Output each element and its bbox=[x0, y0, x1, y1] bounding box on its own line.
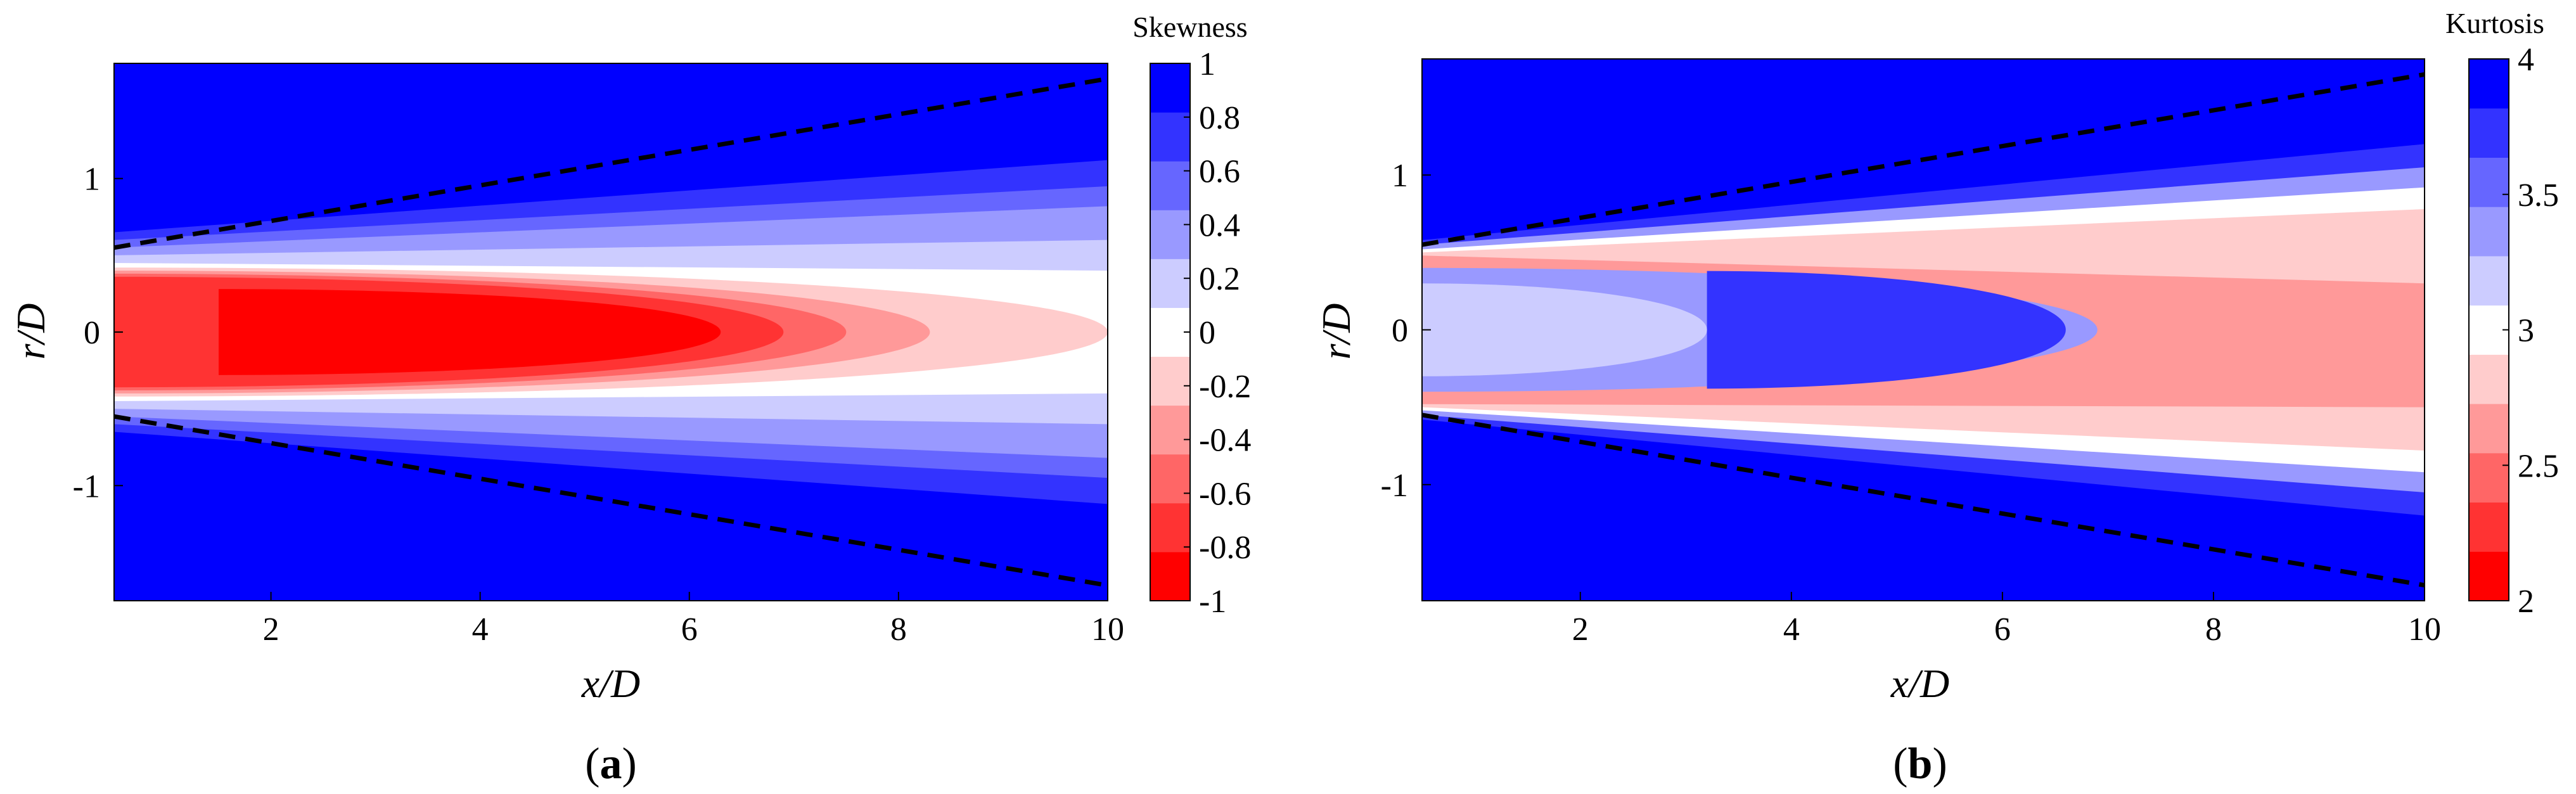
x-tick-label: 6 bbox=[1994, 612, 2011, 648]
x-tick-label: 2 bbox=[263, 612, 279, 648]
panel-label-letter-b: b bbox=[1908, 740, 1933, 788]
contour-fills bbox=[114, 63, 1108, 601]
dashed-boundary-line bbox=[114, 76, 1108, 250]
axes-a: 2 4 6 8 10 -1 0 1 bbox=[73, 63, 1124, 648]
x-tick-label: 6 bbox=[681, 612, 698, 648]
colorbar-segment bbox=[1150, 259, 1190, 308]
x-tick-label: 4 bbox=[472, 612, 489, 648]
colorbar-title-b: Kurtosis bbox=[2445, 7, 2544, 39]
panel-label-b: (b) bbox=[1893, 740, 1947, 788]
x-axis-label-a: x/D bbox=[581, 661, 640, 706]
x-tick-label: 8 bbox=[890, 612, 907, 648]
contour-region bbox=[1707, 271, 2066, 389]
colorbar-segment bbox=[1150, 356, 1190, 406]
y-tick-label: -1 bbox=[73, 468, 100, 504]
y-tick-label: -1 bbox=[1381, 468, 1408, 504]
colorbar-tick-label: 0.8 bbox=[1199, 100, 1240, 136]
dashed-boundary-line bbox=[1422, 72, 2425, 247]
colorbar-tick-label: 3 bbox=[2518, 313, 2534, 349]
contour-region bbox=[1422, 283, 1707, 376]
colorbar-tick-label: -0.4 bbox=[1199, 423, 1251, 459]
contour-region bbox=[219, 289, 721, 375]
colorbar-tick-label: -1 bbox=[1199, 584, 1226, 620]
y-tick-label: 1 bbox=[84, 162, 100, 198]
colorbar-tick-label: 3.5 bbox=[2518, 177, 2559, 214]
panel-label-a: (a) bbox=[585, 740, 637, 788]
colorbar-segment bbox=[1150, 161, 1190, 210]
colorbar-tick-label: 0.2 bbox=[1199, 261, 1240, 297]
colorbar-tick-label: 2 bbox=[2518, 584, 2534, 620]
plot-area-b bbox=[1422, 59, 2425, 601]
colorbar-segment bbox=[1150, 551, 1190, 601]
x-axis-label-b: x/D bbox=[1890, 661, 1949, 706]
axes-b: 2 4 6 8 10 -1 0 1 bbox=[1381, 58, 2441, 648]
x-tick-label: 8 bbox=[2205, 612, 2222, 648]
colorbar-segment bbox=[1150, 454, 1190, 504]
y-tick-label: 0 bbox=[1392, 313, 1408, 349]
x-tick-label: 10 bbox=[1091, 612, 1124, 648]
colorbar-segment bbox=[2469, 551, 2509, 601]
colorbar-a: -1 -0.8 -0.6 -0.4 -0.2 0 0.2 0.4 0.6 0.8 1 bbox=[1150, 46, 1251, 620]
dashed-boundary-line bbox=[114, 414, 1108, 588]
colorbar-segment bbox=[2469, 354, 2509, 404]
x-tick-label: 10 bbox=[2408, 612, 2441, 648]
colorbar-segment bbox=[1150, 503, 1190, 553]
panel-label-letter-a: a bbox=[600, 740, 622, 788]
x-tick-label: 2 bbox=[1572, 612, 1589, 648]
colorbar-segment bbox=[2469, 108, 2509, 158]
contour-fills bbox=[1422, 59, 2425, 601]
colorbar-segment bbox=[1150, 405, 1190, 455]
colorbar-tick-label: 2.5 bbox=[2518, 448, 2559, 484]
colorbar-b: 2 2.5 3 3.5 4 bbox=[2468, 42, 2559, 620]
colorbar-tick-label: 0 bbox=[1199, 315, 1215, 351]
colorbar-segment bbox=[2469, 59, 2509, 109]
plot-area-a bbox=[114, 63, 1108, 601]
colorbar-segment bbox=[2469, 207, 2509, 257]
x-tick-label: 4 bbox=[1783, 612, 1800, 648]
colorbar-tick-label: -0.8 bbox=[1199, 530, 1251, 566]
panel-a: 2 4 6 8 10 -1 0 1 -1 -0.8 -0.6 -0.4 -0.2 0 0.2 0.4 0.6 0… bbox=[8, 11, 1251, 788]
colorbar-title-a: Skewness bbox=[1132, 11, 1247, 43]
colorbar-tick-label: -0.2 bbox=[1199, 369, 1251, 405]
colorbar-segment bbox=[2469, 305, 2509, 355]
colorbar-segment bbox=[1150, 63, 1190, 113]
colorbar-segment bbox=[1150, 210, 1190, 259]
colorbar-segment bbox=[2469, 452, 2509, 503]
colorbar-tick-label: -0.6 bbox=[1199, 476, 1251, 512]
y-axis-label-b: r/D bbox=[1314, 304, 1359, 360]
colorbar-segment bbox=[2469, 255, 2509, 306]
y-tick-label: 0 bbox=[84, 315, 100, 351]
colorbar-segment bbox=[1150, 307, 1190, 357]
y-axis-label-a: r/D bbox=[8, 304, 53, 360]
panel-b: 2 4 6 8 10 -1 0 1 2 2.5 3 3.5 4 Kurtosis x/D r/D (b… bbox=[1314, 7, 2559, 788]
colorbar-segment bbox=[2469, 502, 2509, 552]
colorbar-tick-label: 1 bbox=[1199, 46, 1215, 82]
y-tick-label: 1 bbox=[1392, 158, 1408, 194]
colorbar-segment bbox=[2469, 404, 2509, 454]
colorbar-tick-label: 4 bbox=[2518, 42, 2534, 78]
colorbar-tick-label: 0.4 bbox=[1199, 207, 1240, 243]
colorbar-segment bbox=[1150, 112, 1190, 162]
colorbar-tick-label: 0.6 bbox=[1199, 154, 1240, 190]
colorbar-segment bbox=[2469, 157, 2509, 207]
dashed-boundary-line bbox=[1422, 413, 2425, 588]
